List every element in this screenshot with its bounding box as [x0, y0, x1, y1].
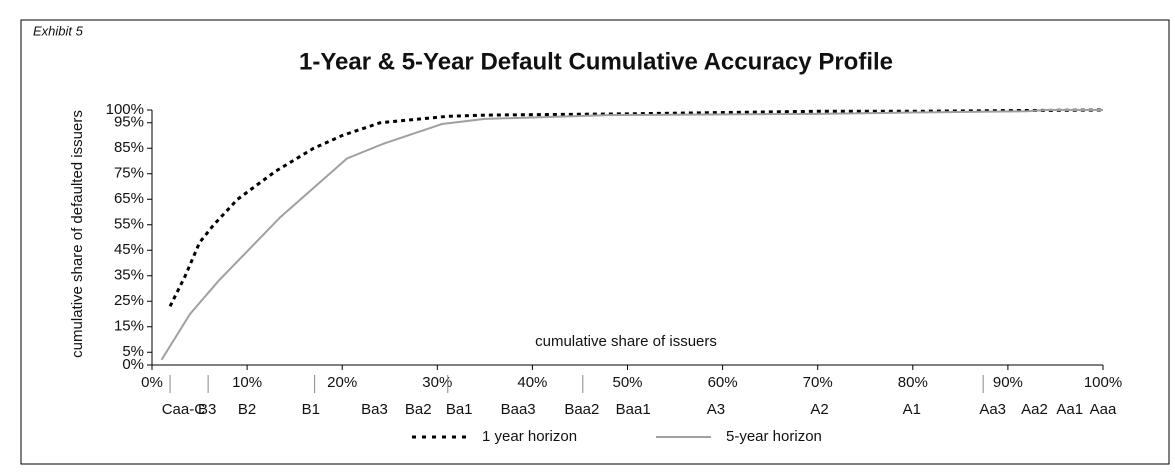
- series-line: [160, 109, 1103, 361]
- y-tick-label: 65%: [114, 190, 144, 207]
- y-tick-label: 45%: [114, 241, 144, 258]
- x-tick-label: 70%: [803, 374, 833, 391]
- x-tick-label: 60%: [708, 374, 738, 391]
- y-tick-label: 85%: [114, 139, 144, 156]
- rating-label: Baa2: [564, 401, 599, 418]
- exhibit-label: Exhibit 5: [33, 23, 84, 38]
- rating-label: Aa2: [1021, 401, 1048, 418]
- x-tick-label: 10%: [232, 374, 262, 391]
- rating-label: A3: [707, 401, 725, 418]
- x-tick-label: 30%: [422, 374, 452, 391]
- chart-title: 1-Year & 5-Year Default Cumulative Accur…: [299, 48, 893, 75]
- rating-label: Aa1: [1056, 401, 1083, 418]
- y-axis-label: cumulative share of defaulted issuers: [69, 110, 86, 358]
- rating-label: A2: [810, 401, 828, 418]
- rating-label: A1: [903, 401, 921, 418]
- x-axis-label: cumulative share of issuers: [535, 333, 717, 350]
- rating-label: B2: [238, 401, 256, 418]
- y-tick-label: 95%: [114, 114, 144, 131]
- y-tick-label: 55%: [114, 216, 144, 233]
- y-tick-label: 5%: [122, 343, 144, 360]
- legend-label: 1 year horizon: [482, 428, 577, 445]
- y-tick-label: 25%: [114, 292, 144, 309]
- x-tick-label: 20%: [327, 374, 357, 391]
- rating-label: Baa1: [616, 401, 651, 418]
- rating-label: Ba2: [405, 401, 432, 418]
- y-tick-label: 15%: [114, 318, 144, 335]
- x-tick-label: 80%: [898, 374, 928, 391]
- x-tick-label: 100%: [1084, 374, 1122, 391]
- y-tick-label: 0%: [122, 356, 144, 373]
- rating-label: Caa-C: [162, 401, 206, 418]
- rating-label: Baa3: [501, 401, 536, 418]
- rating-label: B1: [302, 401, 320, 418]
- series-line: [168, 108, 1104, 308]
- rating-label: Aaa: [1090, 401, 1117, 418]
- y-tick-label: 35%: [114, 267, 144, 284]
- rating-label: B3: [198, 401, 216, 418]
- rating-label: Ba3: [361, 401, 388, 418]
- x-tick-label: 50%: [612, 374, 642, 391]
- x-tick-label: 90%: [993, 374, 1023, 391]
- rating-label: Ba1: [446, 401, 473, 418]
- y-tick-label: 75%: [114, 165, 144, 182]
- rating-label: Aa3: [979, 401, 1006, 418]
- y-tick-label: 100%: [106, 101, 144, 118]
- frame: [20, 19, 1170, 465]
- x-tick-label: 0%: [141, 374, 163, 391]
- legend-label: 5-year horizon: [726, 428, 822, 445]
- x-tick-label: 40%: [517, 374, 547, 391]
